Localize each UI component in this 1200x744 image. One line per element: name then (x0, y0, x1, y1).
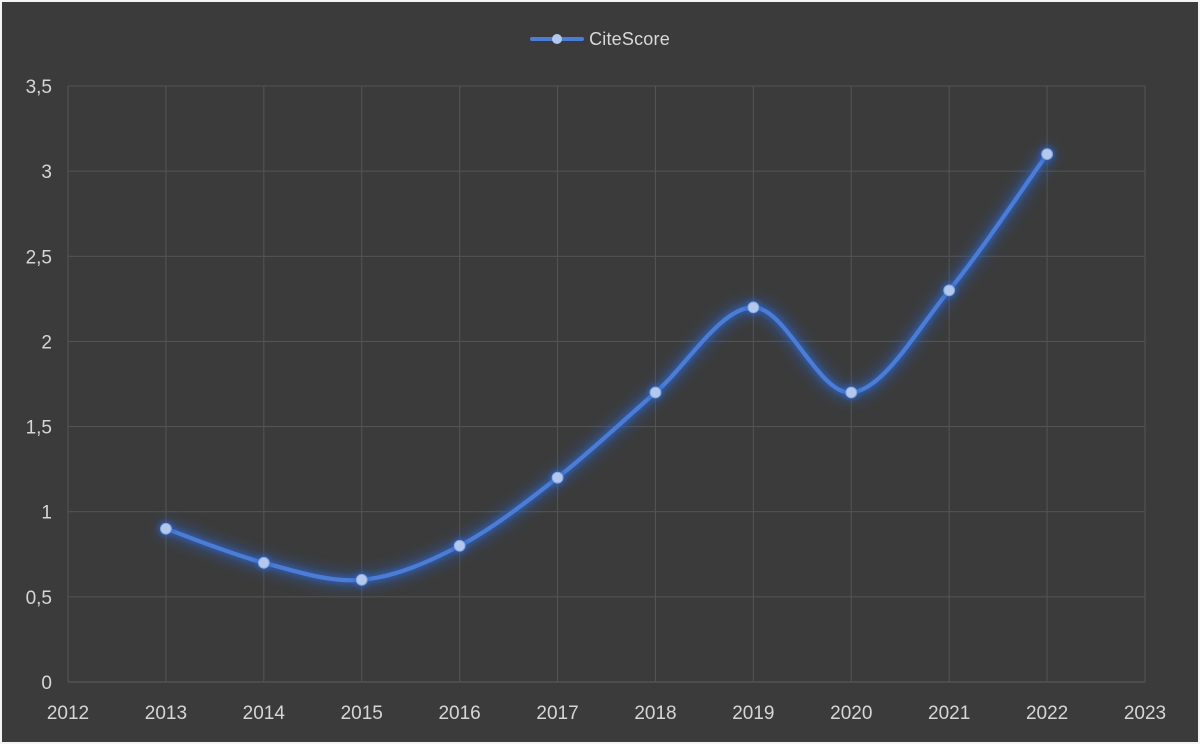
series-layer (156, 145, 1057, 590)
y-axis-tick-label: 3 (41, 162, 52, 183)
legend-marker-dot-icon (552, 34, 563, 44)
data-point-2018 (649, 386, 662, 399)
x-axis-tick-label: 2016 (438, 703, 480, 724)
data-point-2016 (453, 539, 466, 552)
y-axis-tick-label: 3,5 (26, 77, 52, 98)
data-point-2019 (747, 301, 760, 314)
x-axis-tick-label: 2021 (928, 703, 970, 724)
x-axis-tick-label: 2022 (1026, 703, 1068, 724)
x-axis-tick-label: 2019 (732, 703, 774, 724)
data-point-2014 (257, 556, 270, 569)
data-point-2017 (551, 471, 564, 484)
series-line-glow-outer (156, 145, 1057, 590)
x-axis-tick-label: 2017 (536, 703, 578, 724)
data-point-2021 (943, 284, 956, 297)
x-axis-tick-label: 2020 (830, 703, 872, 724)
x-axis-tick-label: 2013 (145, 703, 187, 724)
data-point-2015 (355, 573, 368, 586)
x-axis-tick-label: 2018 (634, 703, 676, 724)
x-axis-tick-label: 2015 (341, 703, 383, 724)
x-axis-tick-label: 2023 (1124, 703, 1166, 724)
legend-label: CiteScore (589, 28, 670, 49)
y-axis-tick-label: 1,5 (26, 418, 52, 439)
axis-label-layer: 0 0,5 1 1,5 2 2,5 3 3,5 2012 2013 2014 2015 2016 2017… (26, 77, 1167, 724)
series-line-citescore (163, 152, 1050, 583)
y-axis-tick-label: 1 (41, 503, 52, 524)
x-axis-tick-label: 2014 (243, 703, 286, 724)
legend-line-swatch (530, 34, 585, 44)
data-point-2020 (845, 386, 858, 399)
x-axis-tick-label: 2012 (47, 703, 89, 724)
y-axis-tick-label: 2,5 (26, 247, 52, 268)
legend: CiteScore (2, 26, 1198, 52)
y-axis-tick-label: 0,5 (26, 588, 52, 609)
grid-layer (67, 85, 1146, 683)
series-line-glow-inner (161, 149, 1052, 585)
y-axis-tick-label: 2 (41, 332, 52, 353)
data-point-2013 (160, 522, 172, 535)
data-point-2022 (1041, 148, 1053, 161)
y-axis-tick-label: 0 (41, 673, 52, 694)
